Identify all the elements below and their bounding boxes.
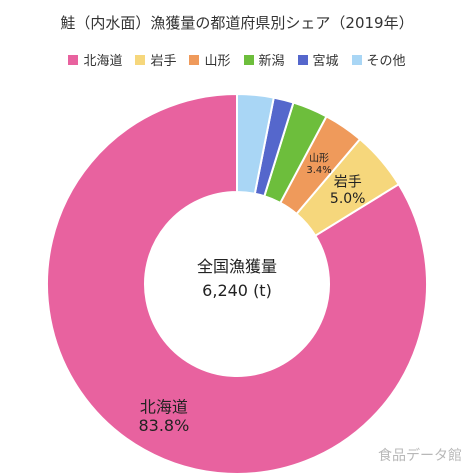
legend-item: 山形 [189,50,231,69]
legend-label: 北海道 [83,54,123,69]
legend-item: 新潟 [243,50,285,69]
data-label-value: 5.0% [330,191,366,207]
data-label-name: 山形 [309,153,329,165]
data-label-value: 3.4% [306,165,331,176]
data-label-name: 岩手 [334,175,362,191]
legend-label: 宮城 [312,54,339,69]
legend-swatch [351,54,362,65]
pie-slice [46,92,428,474]
legend-swatch [297,54,308,65]
legend-swatch [243,54,254,65]
chart-legend: 北海道 岩手 山形 新潟 宮城 その他 [0,50,474,69]
legend-label: 新潟 [258,54,285,69]
legend-item: その他 [351,50,406,69]
legend-swatch [135,54,146,65]
legend-swatch [68,54,79,65]
pie-slice [236,92,275,195]
watermark-logo: 食品データ館 [378,448,462,464]
legend-item: 宮城 [297,50,339,69]
center-label-title: 全国漁獲量 [197,257,277,276]
legend-label: その他 [366,54,406,69]
legend-label: 山形 [204,54,231,69]
center-label-total: 6,240 (t) [202,281,272,300]
legend-label: 岩手 [150,54,177,69]
legend-item: 北海道 [68,50,122,69]
chart-title: 鮭（内水面）漁獲量の都道府県別シェア（2019年） [60,14,414,32]
legend-swatch [189,54,200,65]
legend-item: 岩手 [135,50,176,69]
data-label-name: 北海道 [140,398,188,417]
data-label-value: 83.8% [138,416,189,435]
